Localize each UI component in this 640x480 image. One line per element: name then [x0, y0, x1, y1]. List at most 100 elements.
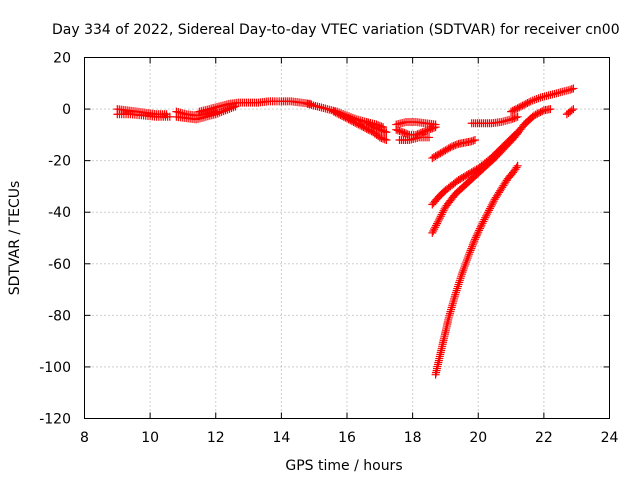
- series-track-15: [431, 161, 522, 379]
- series-track-10: [392, 117, 440, 129]
- data-point-fill: [567, 85, 576, 94]
- data-point-fill: [341, 113, 350, 122]
- data-point-fill: [397, 127, 406, 136]
- data-point-fill: [456, 175, 465, 184]
- data-point-fill: [333, 109, 342, 118]
- data-point-fill: [438, 208, 447, 217]
- data-point-fill: [528, 96, 537, 105]
- data-point-fill: [567, 106, 576, 115]
- data-point-fill: [508, 106, 517, 115]
- data-point-fill: [480, 215, 489, 224]
- data-point: [398, 128, 407, 137]
- data-point-fill: [511, 113, 520, 122]
- data-point-fill: [488, 199, 497, 208]
- data-point-fill: [459, 266, 468, 275]
- data-point-fill: [433, 151, 442, 160]
- data-point: [526, 97, 535, 106]
- data-point-fill: [473, 229, 482, 238]
- data-point-fill: [374, 125, 383, 134]
- data-point-fill: [370, 123, 379, 132]
- series-track-14: [428, 105, 555, 237]
- data-point-fill: [429, 227, 438, 236]
- data-point-fill: [344, 115, 353, 124]
- data-point-fill: [467, 244, 476, 253]
- data-point: [425, 133, 434, 142]
- y-tick-label: -40: [48, 205, 71, 221]
- data-point: [467, 137, 476, 146]
- y-tick-label: 0: [62, 102, 71, 118]
- data-point-fill: [351, 118, 360, 127]
- data-point-fill: [471, 233, 480, 242]
- data-point-fill: [523, 99, 532, 108]
- data-point-fill: [515, 103, 524, 112]
- data-point-fill: [433, 219, 441, 228]
- y-tick-label: -60: [48, 257, 71, 273]
- data-point-fill: [479, 217, 488, 226]
- data-point-fill: [538, 107, 547, 116]
- data-point-fill: [431, 223, 440, 232]
- data-point-fill: [400, 128, 409, 137]
- data-point-fill: [439, 206, 448, 215]
- data-point: [418, 128, 427, 137]
- x-tick-label: 14: [272, 430, 290, 446]
- data-point-fill: [377, 126, 386, 135]
- data-point-fill: [469, 239, 478, 248]
- series-track-16: [467, 112, 522, 128]
- x-tick-label: 18: [404, 430, 422, 446]
- data-point-fill: [478, 219, 487, 228]
- data-point: [329, 107, 338, 116]
- data-point-fill: [470, 237, 479, 246]
- data-point: [484, 208, 493, 217]
- data-point-fill: [439, 147, 448, 156]
- data-point: [359, 123, 368, 132]
- y-tick-label: -20: [48, 154, 71, 170]
- data-point-fill: [469, 136, 478, 145]
- data-point-fill: [331, 108, 340, 117]
- data-point-fill: [518, 101, 527, 110]
- data-point: [382, 128, 391, 137]
- data-point-fill: [334, 110, 343, 119]
- data-point-fill: [531, 110, 540, 119]
- series-track-12: [428, 136, 479, 163]
- data-point-fill: [436, 149, 445, 158]
- y-tick-label: -100: [39, 360, 71, 376]
- data-point: [428, 228, 437, 237]
- data-point-fill: [534, 94, 543, 103]
- data-point-fill: [530, 95, 539, 104]
- data-point-fill: [454, 280, 463, 289]
- data-point-fill: [225, 104, 234, 113]
- data-point-fill: [459, 173, 468, 182]
- data-point-fill: [462, 258, 471, 267]
- y-tick-label: 20: [53, 51, 71, 67]
- data-point-fill: [483, 210, 492, 219]
- data-point-fill: [433, 217, 442, 226]
- data-point-fill: [219, 107, 228, 116]
- data-point-fill: [476, 222, 485, 231]
- data-point: [566, 85, 575, 94]
- data-point-fill: [466, 246, 475, 255]
- data-point-fill: [338, 111, 347, 120]
- x-tick-labels: 8 10 12 14 16 18 20 22 24: [80, 430, 618, 446]
- data-point-fill: [453, 284, 462, 293]
- data-point-fill: [357, 122, 366, 131]
- data-point-fill: [451, 141, 460, 150]
- data-point: [349, 117, 358, 126]
- data-marks: [113, 84, 578, 379]
- series-track-4: [172, 102, 240, 124]
- data-point-fill: [453, 282, 462, 291]
- data-point-fill: [377, 134, 386, 143]
- data-point: [425, 125, 434, 134]
- data-point-fill: [347, 117, 356, 126]
- data-point-fill: [458, 268, 467, 277]
- data-point-fill: [421, 126, 430, 135]
- x-tick-label: 20: [469, 430, 487, 446]
- data-point-fill: [380, 127, 389, 136]
- data-point-fill: [512, 163, 521, 172]
- data-point-fill: [457, 174, 466, 183]
- data-point-fill: [352, 119, 361, 128]
- data-point-fill: [346, 116, 355, 125]
- data-point-fill: [402, 129, 411, 138]
- data-point: [477, 221, 486, 230]
- series-track-18: [562, 105, 578, 119]
